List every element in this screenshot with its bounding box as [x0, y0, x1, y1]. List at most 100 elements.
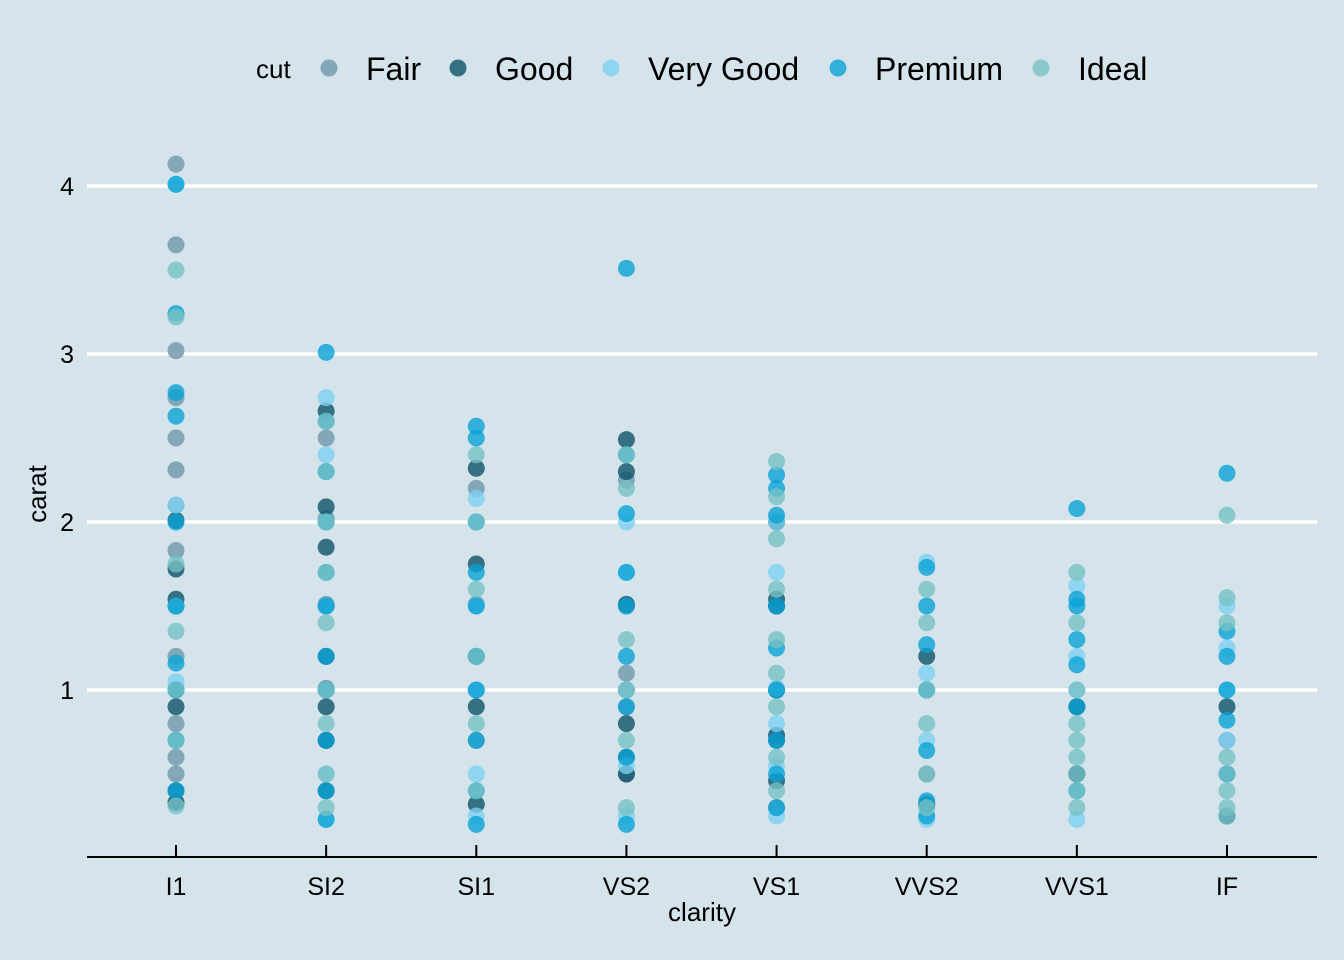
point-ideal	[768, 698, 786, 716]
point-ideal	[467, 715, 485, 733]
point-premium	[918, 597, 936, 615]
y-axis-title: carat	[22, 464, 52, 523]
y-tick-label: 4	[60, 173, 74, 201]
point-ideal	[167, 797, 185, 815]
point-premium	[167, 175, 185, 193]
point-ideal	[1068, 765, 1086, 783]
point-ideal	[768, 488, 786, 506]
point-premium	[1218, 464, 1236, 482]
point-ideal	[768, 748, 786, 766]
legend-label-fair: Fair	[366, 51, 421, 87]
point-ideal	[1068, 614, 1086, 632]
point-ideal	[467, 782, 485, 800]
point-premium	[617, 259, 635, 277]
point-fair	[617, 664, 635, 682]
point-ideal	[467, 446, 485, 464]
point-ideal	[617, 631, 635, 649]
point-ideal	[317, 681, 335, 699]
x-tick-label: IF	[1216, 873, 1238, 901]
point-premium	[317, 782, 335, 800]
point-premium	[617, 505, 635, 523]
point-ideal	[918, 799, 936, 817]
point-premium	[167, 407, 185, 425]
point-ideal	[167, 555, 185, 573]
point-good	[467, 459, 485, 477]
point-ideal	[467, 647, 485, 665]
x-tick-label: VS2	[603, 873, 650, 901]
y-tick-label: 3	[60, 341, 74, 369]
point-premium	[918, 636, 936, 654]
point-premium	[918, 741, 936, 759]
point-ideal	[1218, 765, 1236, 783]
legend-key-fair	[320, 59, 338, 77]
point-good	[317, 498, 335, 516]
point-fair	[167, 542, 185, 560]
x-tick-label: VS1	[753, 873, 800, 901]
point-premium	[317, 647, 335, 665]
point-fair	[167, 155, 185, 173]
x-axis: I1 SI2 SI1 VS2 VS1 VVS2 VVS1 IF	[87, 845, 1317, 901]
point-ideal	[317, 463, 335, 481]
point-fair	[317, 429, 335, 447]
legend-key-premium	[829, 59, 847, 77]
point-good	[1218, 698, 1236, 716]
legend-label-premium: Premium	[875, 51, 1003, 87]
point-ideal	[1068, 748, 1086, 766]
point-premium	[1068, 656, 1086, 674]
x-tick-label: SI1	[458, 873, 496, 901]
point-ideal	[1068, 715, 1086, 733]
point-premium	[467, 563, 485, 581]
point-ideal	[1068, 782, 1086, 800]
point-ideal	[1068, 799, 1086, 817]
point-ideal	[1068, 731, 1086, 749]
point-ideal	[617, 731, 635, 749]
legend-label-very-good: Very Good	[648, 51, 799, 87]
point-ideal	[768, 453, 786, 471]
legend-key-good	[449, 59, 467, 77]
point-ideal	[768, 782, 786, 800]
point-fair	[167, 461, 185, 479]
point-fair	[167, 748, 185, 766]
point-premium	[467, 681, 485, 699]
point-ideal	[617, 799, 635, 817]
point-fair	[167, 715, 185, 733]
point-premium	[1068, 500, 1086, 518]
point-premium	[768, 799, 786, 817]
point-good	[317, 538, 335, 556]
y-tick-label: 2	[60, 509, 74, 537]
point-very-good	[167, 496, 185, 514]
point-ideal	[1218, 807, 1236, 825]
point-very-good	[1068, 810, 1086, 828]
point-premium	[467, 731, 485, 749]
point-ideal	[1218, 614, 1236, 632]
point-ideal	[768, 580, 786, 598]
point-ideal	[317, 765, 335, 783]
point-ideal	[167, 308, 185, 326]
point-premium	[918, 558, 936, 576]
point-fair	[167, 236, 185, 254]
point-ideal	[617, 446, 635, 464]
x-tick-label: I1	[166, 873, 187, 901]
legend: cut Fair Good Very Good Premium Ideal	[256, 51, 1147, 87]
point-fair	[167, 429, 185, 447]
point-very-good	[317, 389, 335, 407]
point-good	[467, 698, 485, 716]
point-very-good	[768, 563, 786, 581]
point-good	[617, 715, 635, 733]
legend-key-very-good	[602, 59, 620, 77]
data-points	[167, 155, 1236, 833]
point-ideal	[1218, 782, 1236, 800]
point-premium	[768, 466, 786, 484]
point-very-good	[1218, 731, 1236, 749]
point-premium	[617, 748, 635, 766]
point-good	[467, 795, 485, 813]
point-premium	[768, 731, 786, 749]
point-ideal	[317, 412, 335, 430]
point-ideal	[167, 681, 185, 699]
point-ideal	[167, 731, 185, 749]
point-good	[317, 698, 335, 716]
x-tick-label: VVS1	[1045, 873, 1109, 901]
legend-key-ideal	[1032, 59, 1050, 77]
point-premium	[467, 417, 485, 435]
